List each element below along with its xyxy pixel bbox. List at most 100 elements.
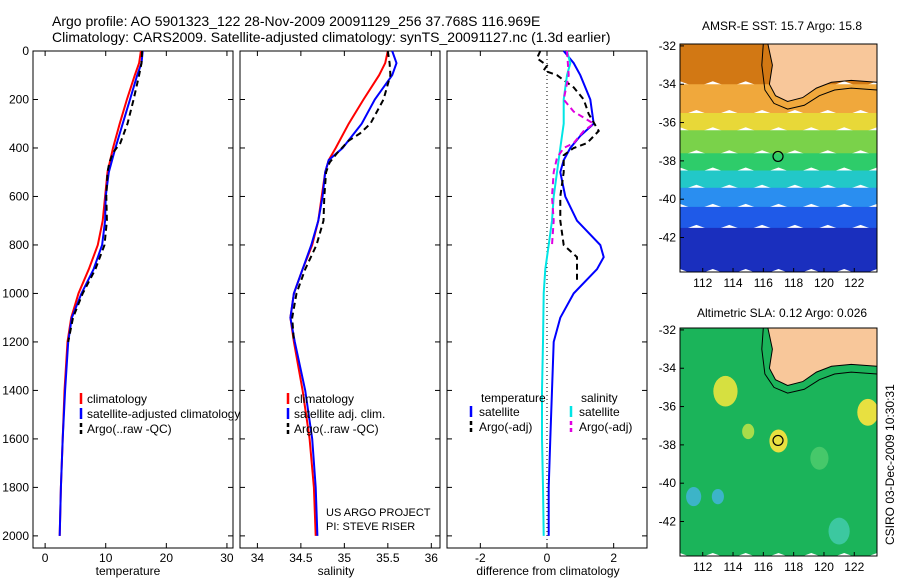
sla-ytick-label-2: -36 <box>659 400 677 414</box>
sla-anomaly-blob-1 <box>857 398 877 426</box>
sla-field <box>680 328 877 556</box>
temperature-xtick-label-0: 0 <box>42 551 49 565</box>
sla-ytick-label-1: -34 <box>659 361 677 375</box>
sst-map-title: AMSR-E SST: 15.7 Argo: 15.8 <box>702 19 862 33</box>
salinity-xtick-label-1: 34.5 <box>289 551 313 565</box>
difference-legend-label-1-1: Argo(-adj) <box>579 420 632 434</box>
sla-shelf-contour <box>761 328 877 394</box>
sst-xtick-label-5: 122 <box>844 276 864 290</box>
sla-ytick-label-3: -38 <box>659 438 677 452</box>
temperature-xtick-label-2: 20 <box>160 551 174 565</box>
sla-ytick-label-5: -42 <box>659 515 677 529</box>
temperature-axis-label: temperature <box>96 564 161 578</box>
depth-tick-label-9: 1800 <box>2 480 29 494</box>
temperature-legend-label-2: Argo(..raw -QC) <box>87 422 172 436</box>
sla-map-frame <box>679 327 878 557</box>
sst-field <box>680 44 877 272</box>
sla-xtick-label-4: 120 <box>814 560 834 574</box>
temperature-xtick-label-3: 30 <box>220 551 234 565</box>
difference-xtick-label-0: -2 <box>475 551 486 565</box>
sla-xtick-label-0: 112 <box>693 560 712 574</box>
sla-anomaly-blob-5 <box>711 488 724 505</box>
temperature-plot-frame <box>32 50 234 549</box>
sla-ytick-label-4: -40 <box>659 476 677 490</box>
depth-tick-label-3: 600 <box>9 189 29 203</box>
sla-map-panel: Altimetric SLA: 0.12 Argo: 0.026 112 114 1… <box>659 306 878 574</box>
difference-panel: -2 0 2temperaturesatelliteArgo(-adj)salini… <box>446 50 648 578</box>
sst-ytick-label-0: -32 <box>659 39 677 53</box>
salinity-xtick-label-4: 36 <box>425 551 439 565</box>
difference-legend-label-1-0: satellite <box>579 405 620 419</box>
sst-xtick-label-2: 116 <box>754 276 773 290</box>
sla-float-marker <box>772 434 784 447</box>
sst-band-2 <box>680 112 877 134</box>
sla-anomaly-blob-7 <box>810 446 829 470</box>
sst-ytick-label-4: -40 <box>659 192 677 206</box>
sla-anomaly-blob-6 <box>828 517 850 545</box>
depth-tick-label-4: 800 <box>9 238 29 252</box>
sla-land-mass <box>767 328 877 387</box>
sst-xtick-label-3: 118 <box>784 276 803 290</box>
sla-xtick-label-5: 122 <box>844 560 864 574</box>
sst-band-4 <box>680 153 877 174</box>
depth-tick-label-10: 2000 <box>2 529 29 543</box>
difference-xtick-label-2: 2 <box>610 551 617 565</box>
sst-map-panel: AMSR-E SST: 15.7 Argo: 15.8 112 114 116 118… <box>659 19 878 290</box>
sst-map-frame <box>679 43 878 273</box>
sst-shelf-contour <box>761 44 877 110</box>
credit-label: CSIRO 03-Dec-2009 10:30:31 <box>883 384 897 545</box>
sst-ytick-label-3: -38 <box>659 154 677 168</box>
salinity-plot-frame <box>239 50 441 549</box>
project-annotation-line2: PI: STEVE RISER <box>326 521 415 533</box>
sst-float-marker <box>772 150 784 163</box>
depth-tick-label-1: 200 <box>9 92 29 106</box>
salinity-xtick-label-2: 35 <box>338 551 352 565</box>
depth-tick-label-0: 0 <box>22 44 29 58</box>
temperature-xtick-label-1: 10 <box>99 551 113 565</box>
sst-ytick-label-5: -42 <box>659 231 677 245</box>
sla-ytick-label-0: -32 <box>659 323 677 337</box>
temperature-legend-label-1: satellite-adjusted climatology <box>87 407 240 421</box>
temperature-legend-label-0: climatology <box>87 392 147 406</box>
sla-anomaly-blob-4 <box>686 487 702 507</box>
salinity-series-2-line <box>291 50 392 342</box>
depth-tick-label-6: 1200 <box>2 335 29 349</box>
sst-band-5 <box>680 170 877 191</box>
temperature-panel: 0 10 20 30 0 200 400 600 800 1000 1200 1400 1600 1800… <box>2 44 240 578</box>
temperature-series-2-line <box>67 50 144 343</box>
sst-band-3 <box>680 130 877 157</box>
salinity-legend-label-2: Argo(..raw -QC) <box>294 422 379 436</box>
difference-legend-heading-0: temperature <box>481 391 546 405</box>
sla-xtick-label-1: 114 <box>723 560 742 574</box>
figure-title-line2: Climatology: CARS2009. Satellite-adjuste… <box>52 29 610 45</box>
sst-ytick-label-2: -36 <box>659 116 677 130</box>
sst-band-8 <box>680 227 877 272</box>
difference-series-0-line <box>547 50 605 536</box>
salinity-axis-label: salinity <box>318 564 355 578</box>
depth-tick-label-2: 400 <box>9 141 29 155</box>
sla-xtick-label-3: 118 <box>784 560 803 574</box>
project-annotation-line1: US ARGO PROJECT <box>326 507 431 519</box>
temperature-series-1-line <box>58 50 144 536</box>
sla-xtick-label-2: 116 <box>754 560 773 574</box>
salinity-legend-label-0: climatology <box>294 392 354 406</box>
salinity-legend-label-1: satellite adj. clim. <box>294 407 385 421</box>
salinity-series-1-line <box>289 50 398 536</box>
sst-band-6 <box>680 187 877 210</box>
sla-anomaly-blob-0 <box>713 375 738 407</box>
figure-title-line1: Argo profile: AO 5901323_122 28-Nov-2009… <box>52 13 540 29</box>
difference-xtick-label-1: 0 <box>544 551 551 565</box>
sla-anomaly-blob-2 <box>769 429 788 453</box>
difference-axis-label: difference from climatology <box>476 564 619 578</box>
sst-xtick-label-0: 112 <box>693 276 712 290</box>
difference-legend-label-0-0: satellite <box>479 405 520 419</box>
sla-anomaly-blob-3 <box>742 423 755 440</box>
difference-legend-label-0-1: Argo(-adj) <box>479 420 532 434</box>
sla-map-title: Altimetric SLA: 0.12 Argo: 0.026 <box>697 306 867 320</box>
sst-land-mass <box>767 44 877 103</box>
difference-legend-heading-1: salinity <box>581 391 618 405</box>
sst-ytick-label-1: -34 <box>659 77 677 91</box>
depth-tick-label-5: 1000 <box>2 286 29 300</box>
